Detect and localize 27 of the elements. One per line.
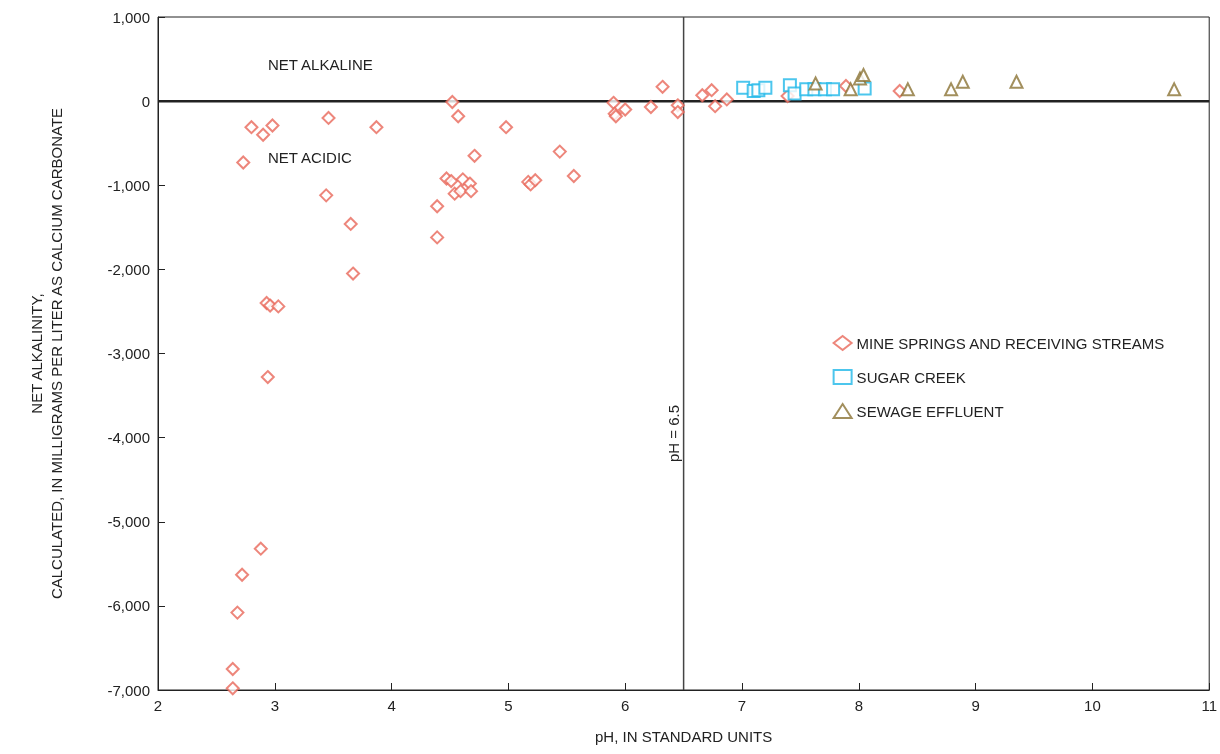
y-axis-title: NET ALKALINITY, CALCULATED, IN MILLIGRAMS PER LITER AS CALCIUM CARBONATE [27, 107, 65, 600]
x-tick-label: 9 [971, 697, 980, 714]
annotation: NET ACIDIC [268, 148, 353, 166]
x-tick-label: 4 [387, 697, 396, 714]
x-tick-label: 5 [504, 697, 513, 714]
y-tick-label: 1,000 [112, 8, 150, 26]
y-tick-label: -3,000 [107, 345, 150, 362]
legend-label: SEWAGE EFFLUENT [856, 402, 1004, 420]
y-tick-label: 0 [141, 92, 150, 110]
ref-line-label: pH = 6.5 [665, 404, 683, 463]
x-tick-label: 3 [270, 697, 279, 714]
x-tick-label: 7 [737, 697, 747, 714]
y-tick-label: -5,000 [107, 513, 150, 531]
x-tick-label: 11 [1201, 697, 1217, 714]
x-axis-title: pH, IN STANDARD UNITS [594, 727, 773, 745]
x-tick-label: 10 [1084, 697, 1101, 714]
y-tick-label: -2,000 [107, 260, 150, 278]
x-tick-label: 6 [621, 697, 630, 714]
legend-label: MINE SPRINGS AND RECEIVING STREAMS [856, 334, 1165, 352]
y-tick-label: -1,000 [107, 176, 150, 194]
annotation: NET ALKALINE [268, 55, 373, 73]
y-tick-label: -6,000 [107, 597, 150, 615]
legend-label: SUGAR CREEK [856, 368, 966, 386]
y-tick-label: -7,000 [107, 681, 150, 699]
y-tick-label: -4,000 [107, 429, 150, 447]
x-tick-label: 2 [153, 697, 163, 714]
x-tick-label: 8 [854, 697, 863, 714]
